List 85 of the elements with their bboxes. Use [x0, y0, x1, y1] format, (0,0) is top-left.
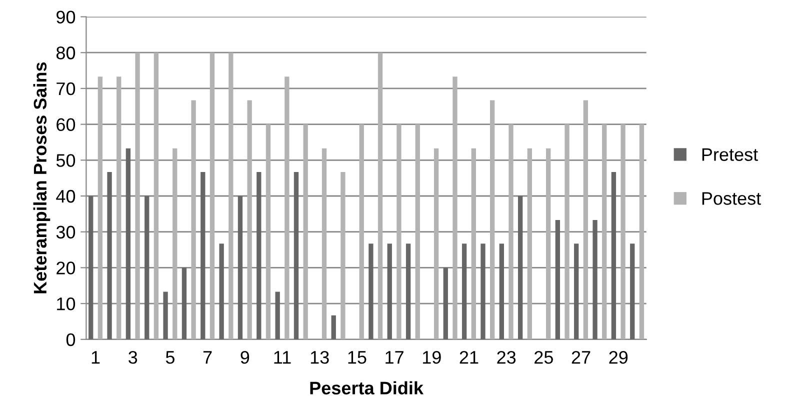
x-tick-label: 27	[572, 350, 590, 364]
y-tick-label: 50	[56, 154, 76, 167]
bar	[88, 196, 94, 340]
bar	[154, 52, 159, 340]
bar	[200, 172, 206, 340]
bar	[126, 148, 131, 340]
bar	[266, 124, 271, 340]
x-tick-label: 5	[166, 351, 174, 364]
x-tick-label: 3	[128, 350, 138, 364]
bar	[415, 124, 420, 340]
bar	[555, 220, 560, 340]
bar	[368, 244, 374, 340]
y-tick-label: 0	[66, 333, 76, 346]
y-tick-label: 40	[56, 190, 76, 203]
bar	[620, 124, 626, 340]
x-tick-label: 17	[386, 351, 404, 364]
bar	[340, 172, 346, 340]
x-tick-label: 11	[274, 351, 291, 364]
bar	[116, 76, 122, 340]
bar	[499, 244, 504, 340]
bar	[611, 172, 616, 340]
bar	[107, 172, 112, 340]
bar	[527, 148, 532, 340]
bar	[275, 292, 280, 340]
bar	[191, 100, 196, 340]
bar	[564, 124, 570, 340]
bar	[592, 220, 598, 340]
bar	[210, 52, 215, 340]
bar	[434, 148, 439, 340]
legend-label: Pretest	[702, 148, 758, 161]
bar	[172, 148, 178, 340]
x-tick-label: 9	[240, 350, 250, 364]
bar	[182, 268, 187, 340]
x-tick-label: 25	[534, 350, 553, 364]
bar	[144, 196, 150, 340]
bar	[303, 124, 308, 340]
bar	[602, 124, 607, 340]
bar	[443, 268, 448, 340]
bar	[546, 148, 551, 340]
y-tick-label: 60	[56, 118, 76, 132]
bar	[462, 244, 467, 340]
bar	[518, 196, 523, 340]
x-tick-label: 19	[422, 350, 441, 364]
y-tick-label: 90	[56, 10, 76, 24]
x-tick-label: 1	[92, 351, 100, 364]
bar	[98, 76, 103, 340]
bar	[508, 124, 514, 340]
bar	[359, 124, 364, 340]
bar	[135, 52, 140, 340]
x-tick-label: 23	[497, 350, 516, 364]
bar	[452, 76, 458, 340]
bar	[294, 172, 299, 340]
bar	[228, 52, 234, 340]
y-tick-label: 70	[56, 82, 76, 96]
x-tick-label: 13	[310, 350, 329, 364]
bar	[406, 244, 411, 340]
bar	[583, 100, 588, 340]
bar	[396, 124, 402, 340]
bar	[490, 100, 495, 340]
bar	[471, 148, 476, 340]
y-axis-title: Keterampilan Proses Sains	[33, 62, 50, 294]
y-tick-label: 10	[57, 297, 76, 310]
bar	[238, 196, 243, 340]
y-tick-label: 20	[56, 262, 76, 274]
bar	[480, 244, 486, 340]
bar	[387, 244, 392, 340]
bar	[163, 292, 168, 340]
x-tick-label: 21	[460, 350, 478, 364]
y-tick-label: 80	[56, 46, 76, 60]
bar	[378, 52, 383, 340]
bar	[630, 244, 635, 340]
bar	[256, 172, 262, 340]
x-axis-title: Peserta Didik	[310, 381, 424, 394]
bar	[574, 244, 579, 340]
legend-label: Postest	[702, 192, 761, 205]
bar	[219, 244, 224, 340]
bar	[247, 100, 252, 340]
x-tick-label: 15	[348, 351, 366, 364]
y-tick-label: 30	[56, 226, 76, 239]
bar	[639, 124, 644, 340]
bar	[284, 76, 290, 340]
x-tick-label: 29	[609, 350, 628, 364]
x-tick-label: 7	[203, 351, 212, 364]
bar	[331, 315, 336, 340]
bar	[322, 148, 327, 340]
